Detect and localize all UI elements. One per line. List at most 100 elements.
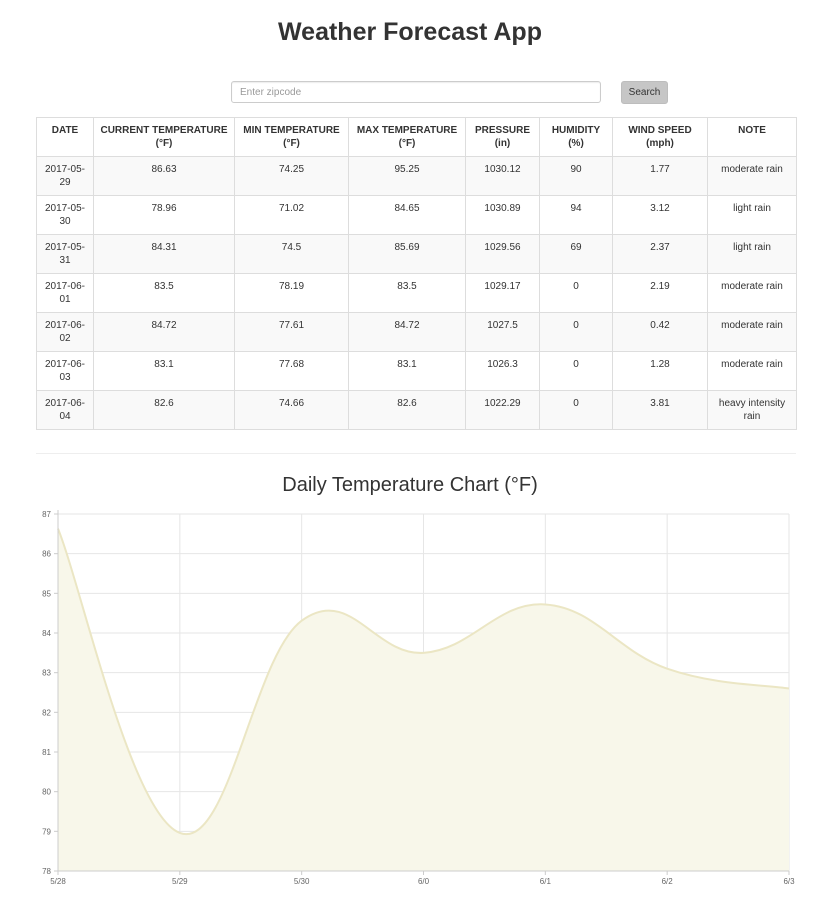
cell-max-temperature: 95.25	[348, 156, 466, 196]
y-tick-label: 82	[42, 708, 51, 717]
cell-min-temperature: 77.68	[234, 351, 349, 391]
cell-date: 2017-05-30	[36, 195, 94, 235]
cell-min-temperature: 77.61	[234, 312, 349, 352]
column-header-max-temperature: MAX TEMPERATURE (°F)	[348, 117, 466, 157]
temperature-series-line	[57, 528, 790, 836]
x-tick-label: 5/28	[50, 877, 66, 886]
cell-date: 2017-06-01	[36, 273, 94, 313]
cell-date: 2017-06-02	[36, 312, 94, 352]
column-header-label: DATE	[51, 125, 79, 136]
column-header-date: DATE	[36, 117, 94, 157]
cell-note: heavy intensity rain	[707, 390, 797, 430]
cell-pressure: 1030.12	[465, 156, 540, 196]
column-header-unit: (°F)	[155, 138, 173, 149]
cell-current-temperature: 84.72	[93, 312, 235, 352]
chart-tick-labels: 78 79 80 81 82 83 84 85 86 87 5/28 5/29 5/30 6/0 6/1 6/…	[42, 510, 795, 886]
column-header-label: MAX TEMPERATURE	[356, 125, 458, 136]
column-header-current-temperature: CURRENT TEMPERATURE (°F)	[93, 117, 235, 157]
cell-wind-speed: 0.42	[612, 312, 708, 352]
cell-current-temperature: 82.6	[93, 390, 235, 430]
x-tick-label: 6/1	[540, 877, 552, 886]
table-row: 2017-06-01 83.5 78.19 83.5 1029.17 0 2.1…	[36, 273, 797, 313]
column-header-unit: (°F)	[398, 138, 416, 149]
x-tick-label: 6/0	[418, 877, 430, 886]
cell-pressure: 1026.3	[465, 351, 540, 391]
column-header-unit: (°F)	[283, 138, 300, 149]
cell-max-temperature: 85.69	[348, 234, 466, 274]
zipcode-input[interactable]	[231, 81, 601, 103]
cell-min-temperature: 78.19	[234, 273, 349, 313]
column-header-humidity: HUMIDITY (%)	[539, 117, 613, 157]
cell-note: moderate rain	[707, 312, 797, 352]
cell-note: moderate rain	[707, 273, 797, 313]
cell-note: moderate rain	[707, 351, 797, 391]
column-header-label: NOTE	[738, 125, 766, 136]
cell-humidity: 94	[539, 195, 613, 235]
column-header-label: MIN TEMPERATURE	[243, 125, 340, 136]
table-row: 2017-05-31 84.31 74.5 85.69 1029.56 69 2…	[36, 234, 797, 274]
column-header-label: WIND SPEED	[628, 125, 692, 136]
cell-pressure: 1030.89	[465, 195, 540, 235]
cell-min-temperature: 74.66	[234, 390, 349, 430]
column-header-unit: (mph)	[646, 138, 674, 149]
y-tick-label: 86	[42, 550, 51, 559]
cell-pressure: 1027.5	[465, 312, 540, 352]
cell-max-temperature: 83.1	[348, 351, 466, 391]
cell-pressure: 1022.29	[465, 390, 540, 430]
cell-min-temperature: 71.02	[234, 195, 349, 235]
x-tick-label: 5/29	[172, 877, 188, 886]
cell-min-temperature: 74.5	[234, 234, 349, 274]
cell-humidity: 0	[539, 273, 613, 313]
y-tick-label: 78	[42, 867, 51, 876]
column-header-note: NOTE	[707, 117, 797, 157]
cell-wind-speed: 3.12	[612, 195, 708, 235]
column-header-unit: (in)	[494, 138, 511, 149]
y-tick-label: 83	[42, 669, 51, 678]
table-row: 2017-06-02 84.72 77.61 84.72 1027.5 0 0.…	[36, 312, 797, 352]
x-tick-label: 6/2	[662, 877, 674, 886]
table-row: 2017-05-30 78.96 71.02 84.65 1030.89 94 …	[36, 195, 797, 235]
forecast-table: DATE CURRENT TEMPERATURE (°F) MIN TEMPERA…	[36, 117, 797, 430]
column-header-label: HUMIDITY	[551, 125, 601, 136]
table-row: 2017-05-29 86.63 74.25 95.25 1030.12 90 …	[36, 156, 797, 196]
cell-date: 2017-05-29	[36, 156, 94, 196]
x-tick-label: 6/3	[783, 877, 795, 886]
cell-humidity: 0	[539, 390, 613, 430]
cell-max-temperature: 84.65	[348, 195, 466, 235]
chart-area-layer	[57, 528, 790, 871]
cell-date: 2017-06-04	[36, 390, 94, 430]
cell-pressure: 1029.17	[465, 273, 540, 313]
cell-current-temperature: 78.96	[93, 195, 235, 235]
column-header-wind-speed: WIND SPEED (mph)	[612, 117, 708, 157]
temperature-chart: 78 79 80 81 82 83 84 85 86 87 5/28 5/29 5/30 6/0 6/1 6/…	[42, 510, 795, 886]
section-divider	[36, 453, 796, 454]
cell-humidity: 69	[539, 234, 613, 274]
cell-humidity: 90	[539, 156, 613, 196]
column-header-pressure: PRESSURE (in)	[465, 117, 540, 157]
cell-current-temperature: 83.5	[93, 273, 235, 313]
cell-humidity: 0	[539, 312, 613, 352]
cell-max-temperature: 82.6	[348, 390, 466, 430]
cell-wind-speed: 1.28	[612, 351, 708, 391]
temperature-area-fill	[58, 528, 789, 871]
y-tick-label: 85	[42, 589, 51, 598]
cell-max-temperature: 84.72	[348, 312, 466, 352]
search-button[interactable]: Search	[621, 81, 668, 104]
cell-pressure: 1029.56	[465, 234, 540, 274]
table-row: 2017-06-04 82.6 74.66 82.6 1022.29 0 3.8…	[36, 390, 797, 430]
y-tick-label: 87	[42, 510, 51, 519]
column-header-label: CURRENT TEMPERATURE	[100, 125, 228, 136]
cell-max-temperature: 83.5	[348, 273, 466, 313]
cell-date: 2017-06-03	[36, 351, 94, 391]
column-header-min-temperature: MIN TEMPERATURE (°F)	[234, 117, 349, 157]
y-tick-label: 81	[42, 748, 51, 757]
cell-date: 2017-05-31	[36, 234, 94, 274]
cell-note: light rain	[707, 234, 797, 274]
page-title: Weather Forecast App	[278, 18, 542, 46]
cell-wind-speed: 2.37	[612, 234, 708, 274]
cell-current-temperature: 83.1	[93, 351, 235, 391]
cell-note: light rain	[707, 195, 797, 235]
cell-wind-speed: 3.81	[612, 390, 708, 430]
cell-wind-speed: 2.19	[612, 273, 708, 313]
cell-current-temperature: 84.31	[93, 234, 235, 274]
